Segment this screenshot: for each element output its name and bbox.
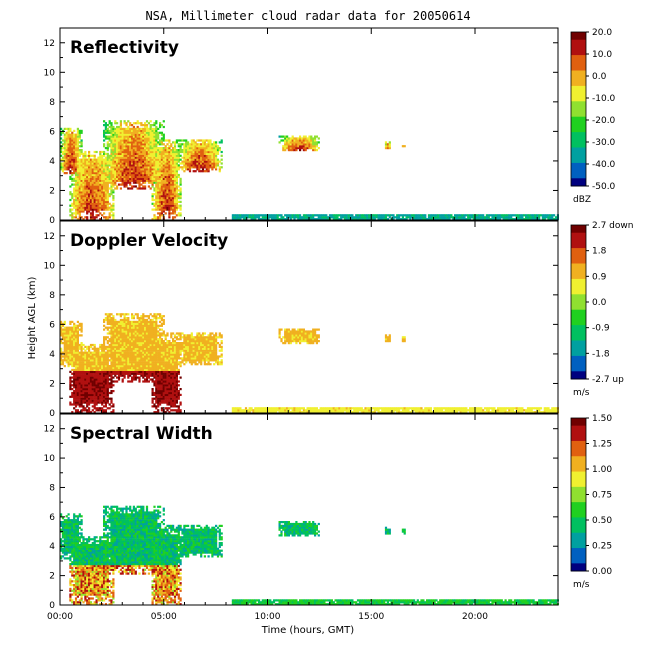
- x-tick-label: 15:00: [358, 612, 384, 622]
- x-axis-title: Time (hours, GMT): [261, 625, 355, 636]
- y-tick-label: 8: [49, 291, 55, 301]
- y-tick-label: 6: [49, 320, 55, 330]
- y-tick-label: 4: [49, 350, 55, 360]
- y-tick-label: 8: [49, 483, 55, 493]
- y-tick-label: 10: [44, 261, 56, 271]
- panel-doppler-velocity: Doppler Velocity 0 2 4 6 8 10 12 2.7 down 1.8 0.9 0…: [44, 220, 633, 419]
- radar-image: [60, 120, 559, 221]
- y-tick-label: 0: [49, 216, 55, 226]
- x-tick-label: 00:00: [47, 612, 73, 622]
- panel-label: Spectral Width: [70, 424, 213, 444]
- colorbar: 2.7 down 1.8 0.9 0.0 -0.9 -1.8 -2.7 upm/s: [570, 221, 633, 398]
- y-tick-label: 2: [49, 186, 55, 196]
- y-tick-label: 2: [49, 379, 55, 389]
- colorbar-tick-label: 0.00: [592, 567, 612, 577]
- colorbar-unit: m/s: [573, 388, 590, 398]
- panel-spectral-width: Spectral Width 0 2 4 6 8 10 12 00:00 05:00 10:00 15…: [44, 413, 612, 622]
- y-tick-label: 10: [44, 68, 56, 78]
- y-tick-label: 6: [49, 127, 55, 137]
- panel-reflectivity: Reflectivity 0 2 4 6 8 10 12 20.0 10.0 0.0 -10.0 -20…: [44, 27, 616, 226]
- y-tick-label: 4: [49, 157, 55, 167]
- y-tick-label: 0: [49, 409, 55, 419]
- colorbar-tick-label: 1.25: [592, 440, 612, 450]
- colorbar-tick-label: 1.00: [592, 465, 612, 475]
- colorbar-tick-label: -30.0: [592, 138, 616, 148]
- y-tick-label: 2: [49, 572, 55, 582]
- y-axis-title: Height AGL (km): [27, 277, 38, 360]
- panel-label: Reflectivity: [70, 38, 179, 58]
- colorbar-tick-label: 2.7 down: [592, 221, 633, 231]
- x-tick-label: 05:00: [151, 612, 177, 622]
- panel-label: Doppler Velocity: [70, 231, 228, 251]
- figure-title: NSA, Millimeter cloud radar data for 200…: [145, 9, 470, 23]
- colorbar-tick-label: 0.25: [592, 542, 612, 552]
- colorbar-tick-label: 0.50: [592, 516, 612, 526]
- y-tick-label: 12: [44, 232, 55, 242]
- y-tick-label: 4: [49, 542, 55, 552]
- colorbar-tick-label: 20.0: [592, 28, 612, 38]
- colorbar-tick-label: 0.0: [592, 298, 607, 308]
- colorbar-tick-label: 10.0: [592, 50, 612, 60]
- y-tick-label: 12: [44, 39, 55, 49]
- colorbar-tick-label: -20.0: [592, 116, 616, 126]
- colorbar-tick-label: 0.0: [592, 72, 607, 82]
- colorbar-tick-label: -50.0: [592, 182, 616, 192]
- y-tick-label: 10: [44, 454, 56, 464]
- colorbar-tick-label: 0.75: [592, 491, 612, 501]
- colorbar-tick-label: -2.7 up: [592, 375, 624, 385]
- colorbar-tick-label: 1.50: [592, 414, 612, 424]
- colorbar-tick-label: 0.9: [592, 272, 607, 282]
- colorbar-tick-label: -40.0: [592, 160, 616, 170]
- x-tick-label: 10:00: [255, 612, 281, 622]
- colorbar-tick-label: -0.9: [592, 324, 610, 334]
- y-tick-label: 0: [49, 601, 55, 611]
- panels: Reflectivity02468101220.010.00.0-10.0-20…: [44, 27, 633, 622]
- y-tick-label: 8: [49, 98, 55, 108]
- radar-image: [60, 313, 559, 414]
- radar-image: [60, 505, 559, 606]
- colorbar-tick-label: 1.8: [592, 247, 607, 257]
- y-tick-label: 6: [49, 513, 55, 523]
- y-tick-label: 12: [44, 425, 55, 435]
- x-tick-label: 20:00: [462, 612, 488, 622]
- colorbar-unit: m/s: [573, 580, 590, 590]
- colorbar-unit: dBZ: [573, 195, 591, 205]
- colorbar: 1.50 1.25 1.00 0.75 0.50 0.25 0.00m/s: [570, 414, 612, 590]
- colorbar-tick-label: -1.8: [592, 349, 610, 359]
- colorbar-tick-label: -10.0: [592, 94, 616, 104]
